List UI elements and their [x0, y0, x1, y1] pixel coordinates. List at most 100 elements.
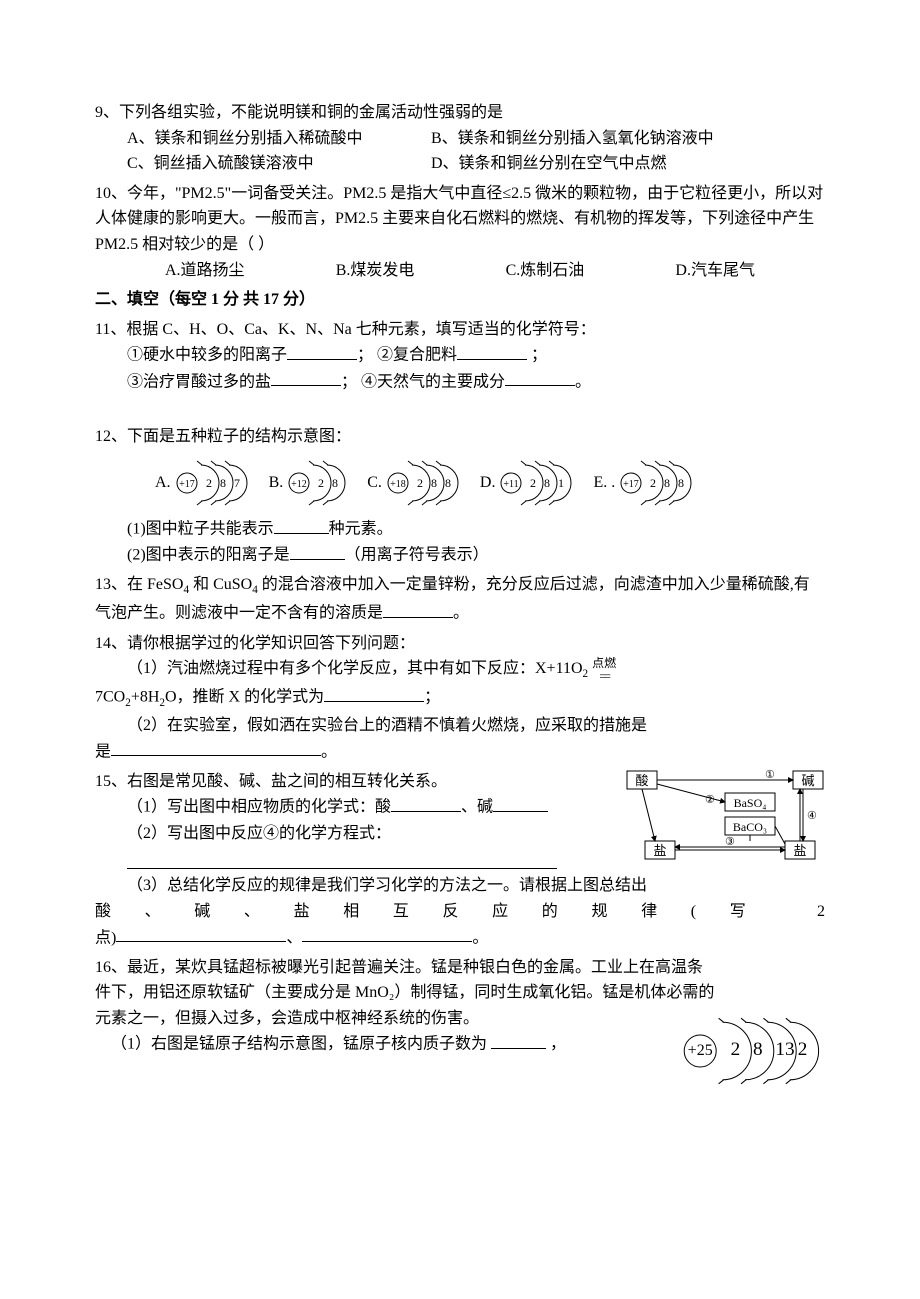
svg-text:2: 2	[417, 476, 423, 490]
svg-text:②: ②	[705, 794, 715, 806]
atom-item: B. +12 28	[269, 458, 350, 508]
q14-s2: （2）在实验室，假如洒在实验台上的酒精不慎着火燃烧，应采取的措施是 是。	[95, 713, 825, 765]
q10-optD: D.汽车尾气	[675, 258, 755, 284]
blank[interactable]	[491, 1031, 546, 1049]
svg-text:2: 2	[206, 476, 212, 490]
q12-stem: 12、下面是五种粒子的结构示意图：	[95, 424, 825, 450]
svg-text:8: 8	[753, 1039, 763, 1060]
blank[interactable]	[302, 925, 472, 943]
blank[interactable]	[391, 794, 461, 812]
q15-s3num: 2	[817, 903, 825, 920]
svg-text:③: ③	[725, 836, 735, 848]
q15-s3-blanks: 点) 、 。	[95, 925, 825, 951]
svg-text:+11: +11	[504, 479, 519, 490]
q15-s3end: 点)	[95, 929, 116, 946]
atom-label: E. .	[593, 470, 615, 496]
blank[interactable]	[290, 542, 345, 560]
atom-item: D. +11 281	[480, 458, 576, 508]
svg-text:2: 2	[650, 476, 656, 490]
q15-s3-sparse: 酸、碱、盐相互反应的规律(写 2	[95, 899, 825, 925]
svg-text:BaSO₄: BaSO₄	[734, 796, 767, 810]
q11-line1: ①硬水中较多的阳离子； ②复合肥料 ；	[95, 342, 825, 368]
q14-s1: （1）汽油燃烧过程中有多个化学反应，其中有如下反应：X+11O2 点燃 ==	[95, 656, 825, 684]
q15-s3: （3）总结化学反应的规律是我们学习化学的方法之一。请根据上图总结出	[95, 873, 825, 899]
q12-sub2: (2)图中表示的阳离子是 （用离子符号表示）	[95, 542, 825, 568]
q14-s2b: 。	[321, 743, 337, 760]
svg-text:8: 8	[332, 476, 338, 490]
svg-text:+17: +17	[179, 479, 195, 490]
q10-stem: 10、今年，"PM2.5"一词备受关注。PM2.5 是指大气中直径≤2.5 微米…	[95, 181, 825, 258]
svg-text:2: 2	[318, 476, 324, 490]
blank[interactable]	[111, 739, 321, 757]
question-11: 11、根据 C、H、O、Ca、K、N、Na 七种元素，填写适当的化学符号： ①硬…	[95, 317, 825, 395]
svg-text:碱: 碱	[801, 773, 814, 788]
question-9: 9、下列各组实验，不能说明镁和铜的金属活动性强弱的是 A、镁条和铜丝分别插入稀硫…	[95, 100, 825, 177]
svg-text:8: 8	[220, 476, 226, 490]
q11-stem: 11、根据 C、H、O、Ca、K、N、Na 七种元素，填写适当的化学符号：	[95, 317, 825, 343]
svg-text:7: 7	[234, 476, 240, 490]
blank[interactable]	[505, 369, 575, 387]
q11-line2: ③治疗胃酸过多的盐； ④天然气的主要成分。	[95, 369, 825, 395]
blank[interactable]	[457, 342, 527, 360]
q12-sub1b: 种元素。	[329, 521, 393, 538]
q11-l2b: ； ④天然气的主要成分	[341, 373, 505, 390]
blank-line[interactable]	[127, 850, 557, 869]
svg-text:8: 8	[664, 476, 670, 490]
q14-s1b-end: ；	[424, 689, 440, 706]
atom-item: E. . +17 288	[593, 458, 695, 508]
q15-s1-label: （1）写出图中相应物质的化学式：酸	[127, 799, 391, 816]
atom-label: B.	[269, 470, 284, 496]
reaction-condition: 点燃 ==	[592, 657, 616, 682]
svg-text:④: ④	[807, 810, 817, 822]
q13-end: 。	[453, 605, 469, 622]
q16-stem: 16、最近，某炊具锰超标被曝光引起普遍关注。锰是种银白色的金属。工业上在高温条件…	[95, 955, 715, 1032]
q15-s1mid: 、碱	[461, 799, 493, 816]
q15-s3dot: 。	[472, 929, 488, 946]
svg-text:2: 2	[798, 1039, 808, 1060]
q15-diagram: 酸 碱 BaSO₄ BaCO₃ 盐 盐 ① ② ③ ④	[625, 769, 825, 873]
q12-sub2a: (2)图中表示的阳离子是	[127, 547, 290, 564]
q15-s3pre: （3）总结化学反应的规律是我们学习化学的方法之一。请根据上图总结出	[95, 877, 647, 894]
blank[interactable]	[271, 369, 341, 387]
question-16: 16、最近，某炊具锰超标被曝光引起普遍关注。锰是种银白色的金属。工业上在高温条件…	[95, 955, 825, 1058]
svg-text:①: ①	[765, 769, 775, 781]
q15-s3sep: 、	[286, 929, 302, 946]
svg-text:8: 8	[431, 476, 437, 490]
q10-options: A.道路扬尘 B.煤炭发电 C.炼制石油 D.汽车尾气	[95, 258, 755, 284]
q9-optC: C、铜丝插入硫酸镁溶液中	[127, 151, 427, 177]
q11-l2a: ③治疗胃酸过多的盐	[127, 373, 271, 390]
blank[interactable]	[493, 794, 548, 812]
section-2-title: 二、填空（每空 1 分 共 17 分）	[95, 287, 825, 313]
q13-pre: 13、在 FeSO	[95, 576, 183, 593]
q15-s3sparse: 酸、碱、盐相互反应的规律(写	[95, 903, 779, 920]
question-14: 14、请你根据学过的化学知识回答下列问题： （1）汽油燃烧过程中有多个化学反应，…	[95, 631, 825, 765]
svg-text:8: 8	[678, 476, 684, 490]
q12-sub2b: （用离子符号表示）	[345, 547, 489, 564]
blank[interactable]	[116, 925, 286, 943]
q16-s1end: ，	[546, 1036, 566, 1053]
svg-text:盐: 盐	[793, 843, 806, 858]
svg-text:盐: 盐	[653, 843, 666, 858]
atom-label: C.	[367, 470, 382, 496]
svg-text:+25: +25	[688, 1042, 713, 1059]
q14-s1b: 7CO2+8H2O，推断 X 的化学式为；	[95, 684, 825, 713]
svg-text:13: 13	[775, 1039, 794, 1060]
q13-mid1: 和 CuSO	[189, 576, 252, 593]
question-12: 12、下面是五种粒子的结构示意图： A. +17 287 B. +12 28 C…	[95, 424, 825, 568]
q11-l1a: ①硬水中较多的阳离子	[127, 347, 287, 364]
q9-stem: 9、下列各组实验，不能说明镁和铜的金属活动性强弱的是	[95, 100, 825, 126]
question-13: 13、在 FeSO4 和 CuSO4 的混合溶液中加入一定量锌粉，充分反应后过滤…	[95, 572, 825, 626]
q12-sub1a: (1)图中粒子共能表示	[127, 521, 274, 538]
blank[interactable]	[274, 516, 329, 534]
blank[interactable]	[324, 684, 424, 702]
q14-s1a: （1）汽油燃烧过程中有多个化学反应，其中有如下反应：X+11O	[127, 660, 583, 677]
q12-sub1: (1)图中粒子共能表示 种元素。	[95, 516, 825, 542]
q9-row1: A、镁条和铜丝分别插入稀硫酸中 B、镁条和铜丝分别插入氢氧化钠溶液中	[95, 126, 825, 152]
q14-s1b-pre: 7CO	[95, 689, 125, 706]
q16-s1-text: （1）右图是锰原子结构示意图，锰原子核内质子数为	[111, 1036, 491, 1053]
q9-row2: C、铜丝插入硫酸镁溶液中 D、镁条和铜丝分别在空气中点燃	[95, 151, 825, 177]
q14-s1b-mid: +8H	[131, 689, 160, 706]
blank[interactable]	[383, 600, 453, 618]
q14-s1b-post: O，推断 X 的化学式为	[165, 689, 324, 706]
blank[interactable]	[287, 342, 357, 360]
